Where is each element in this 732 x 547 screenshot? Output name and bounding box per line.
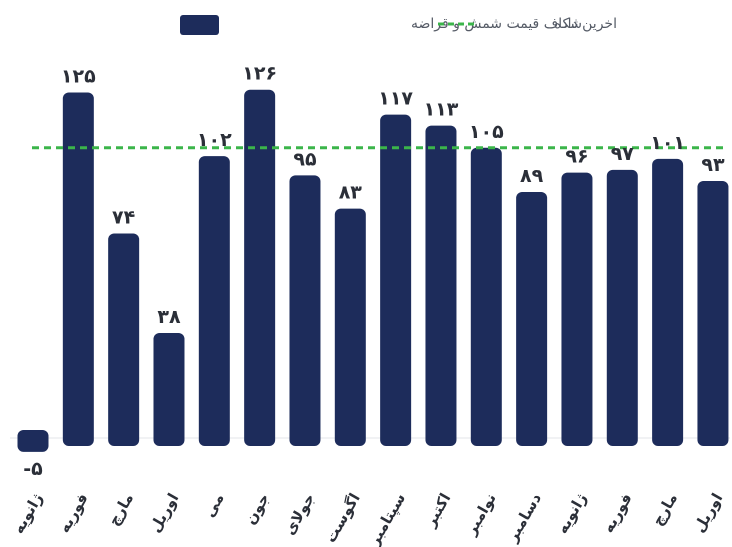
- data-label: ۱۰۵: [469, 121, 504, 143]
- x-tick-label: مارچ: [648, 490, 681, 529]
- x-tick-label: اوریل: [146, 490, 183, 535]
- bar: [198, 156, 230, 446]
- legend: شکاف قیمت شمش و قراضه اخرین داده: [180, 15, 617, 35]
- legend-label-series: شکاف قیمت شمش و قراضه: [411, 16, 582, 32]
- bar: [244, 89, 276, 447]
- bar: [425, 125, 457, 446]
- bar: [516, 192, 548, 446]
- x-tick-label: مارچ: [104, 490, 137, 529]
- bar: [62, 92, 94, 446]
- value-labels: -۵ ۱۲۵ ۷۴ ۳۸ ۱۰۲ ۱۲۶ ۹۵ ۸۳ ۱۱۷ ۱۱۳ ۱۰۵ ۸۹ ۹۶ ۹۷ ۱۰۱ ۹۳: [23, 63, 725, 480]
- data-label: ۳۸: [157, 306, 181, 328]
- x-tick-label: اگوست: [321, 490, 364, 546]
- x-tick-label: اوریل: [690, 490, 727, 535]
- data-label: ۹۳: [701, 154, 725, 176]
- data-label: ۷۴: [112, 206, 135, 228]
- data-label: ۸۳: [339, 182, 363, 204]
- bar: [561, 172, 593, 446]
- data-label: ۱۰۲: [197, 129, 232, 151]
- legend-swatch-series: [180, 15, 219, 35]
- bar: [606, 169, 638, 446]
- bar: [470, 147, 502, 446]
- legend-label-reference-line: اخرین داده: [554, 16, 617, 32]
- bar: [108, 233, 140, 446]
- data-label: ۹۵: [293, 148, 317, 170]
- x-tick-label: جولای: [280, 490, 318, 538]
- data-label: ۱۱۳: [424, 99, 459, 121]
- x-tick-label: می: [200, 490, 228, 520]
- data-label: ۹۶: [565, 146, 588, 168]
- x-tick-label: نوامبر: [461, 490, 500, 539]
- bars: [17, 89, 729, 452]
- data-label: -۵: [23, 458, 43, 480]
- data-label: ۱۲۵: [61, 66, 96, 88]
- bar: [380, 114, 412, 446]
- x-tick-label: ژانویه: [553, 490, 590, 537]
- x-tick-labels: ژانویه فوریه مارچ اوریل می جون جولای اگوست سپتام…: [9, 490, 726, 547]
- x-tick-label: ژانویه: [9, 490, 46, 537]
- x-tick-label: سپتامبر: [364, 490, 410, 547]
- bar: [334, 208, 366, 446]
- bar: [289, 175, 321, 447]
- data-label: ۱۱۷: [378, 88, 413, 110]
- x-tick-label: جون: [241, 490, 273, 528]
- bar: [17, 430, 49, 452]
- bar: [153, 332, 185, 446]
- data-label: ۱۰۱: [650, 132, 685, 154]
- data-label: ۹۷: [611, 143, 635, 165]
- x-tick-label: فوریه: [599, 490, 636, 536]
- data-label: ۸۹: [520, 165, 544, 187]
- bar: [697, 180, 729, 446]
- x-tick-label: فوریه: [55, 490, 92, 536]
- x-tick-label: اکتبر: [421, 490, 455, 531]
- bar: [652, 158, 684, 446]
- x-tick-label: دسامبر: [503, 490, 546, 546]
- data-label: ۱۲۶: [242, 63, 277, 85]
